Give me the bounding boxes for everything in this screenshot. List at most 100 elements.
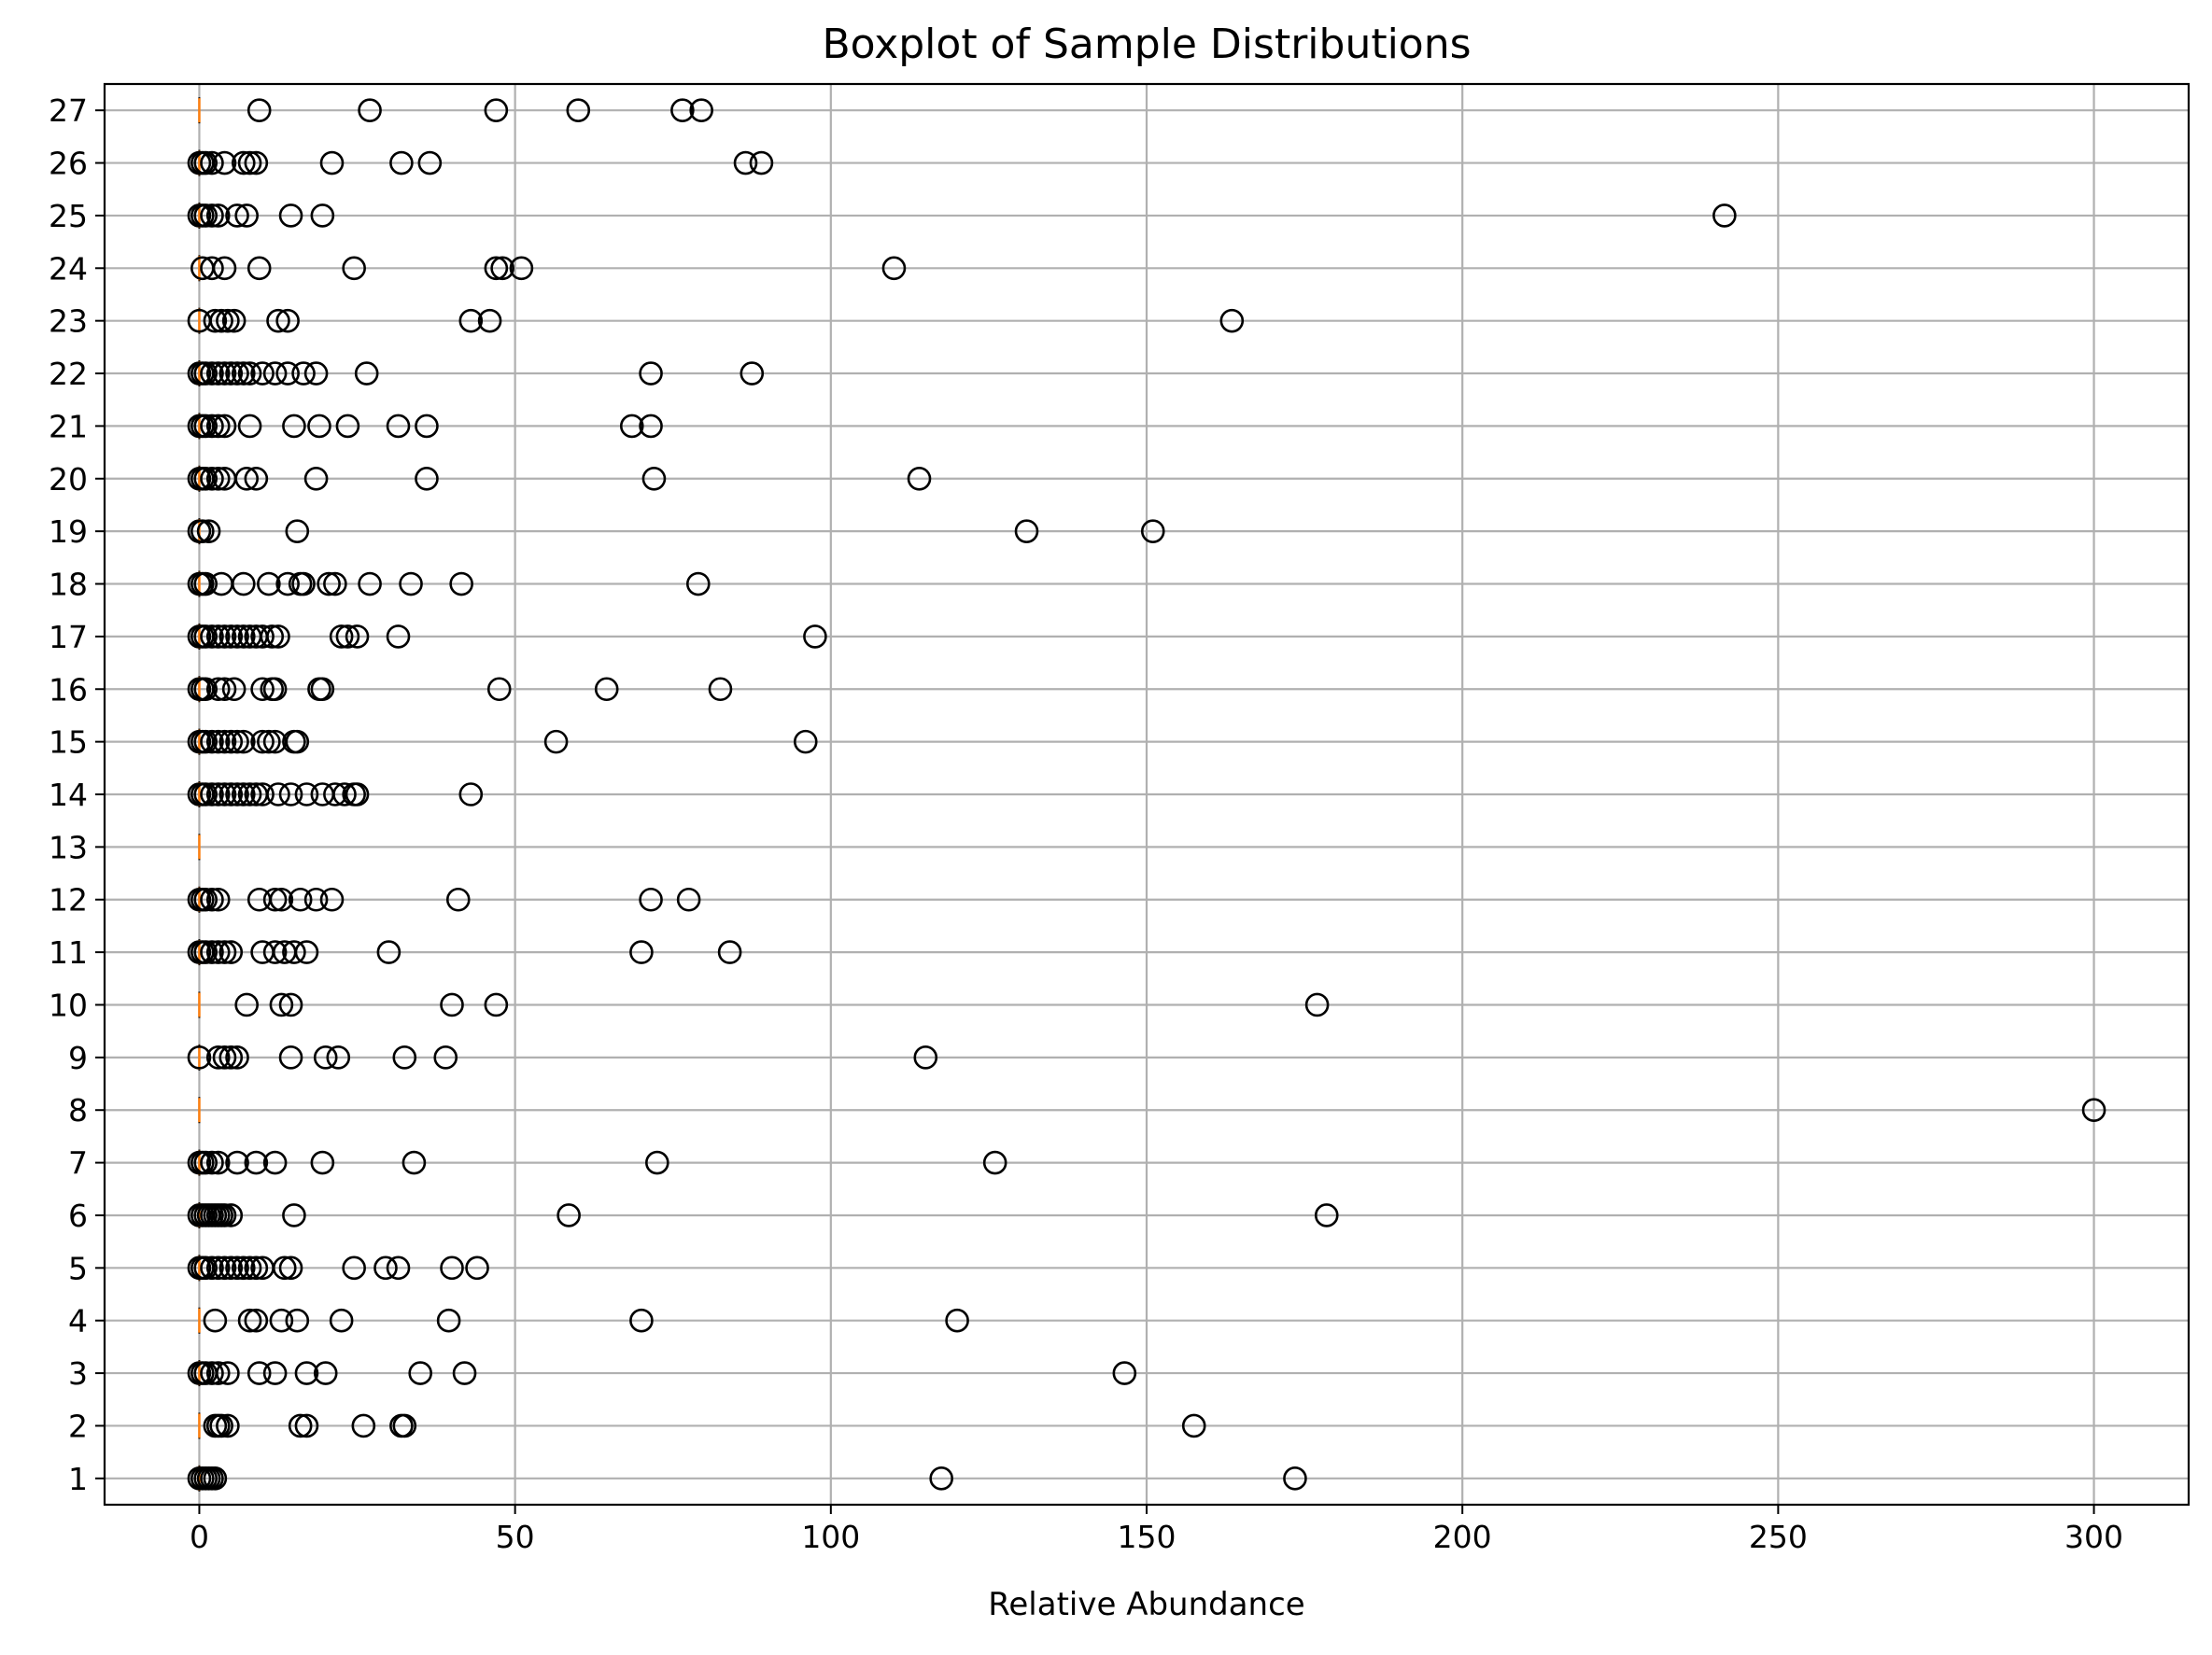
outlier-point [392,1045,417,1070]
outlier-point [294,1361,319,1385]
outlier-point [231,782,256,806]
outlier-point [218,1045,244,1070]
outlier-point [205,1361,231,1385]
outlier-point [645,1150,669,1175]
outlier-point [1014,519,1039,543]
outlier-point [733,150,758,175]
outlier-point [212,729,237,754]
outlier-point [982,1150,1007,1175]
outlier-point [200,414,224,439]
y-tick-label: 16 [49,671,88,708]
outlier-point [225,729,249,754]
x-tick-label: 100 [801,1519,860,1555]
outlier-point [193,887,218,912]
sample-24 [190,255,907,282]
outlier-point [354,361,379,386]
outlier-point [200,624,224,649]
outlier-point [275,308,300,333]
outlier-point [566,98,591,122]
outlier-point [244,1255,269,1281]
outlier-point [212,1203,237,1227]
y-tick-label: 5 [68,1250,88,1286]
outlier-point [209,1413,233,1438]
outlier-point [913,1045,938,1070]
sample-5 [187,1255,489,1282]
outlier-point [319,150,345,175]
outlier-point [237,1308,262,1333]
outlier-point [212,150,237,175]
y-tick-label: 11 [49,934,88,971]
outlier-point [285,729,310,754]
sample-22 [187,360,765,387]
outlier-point [543,729,569,754]
outlier-point [440,992,464,1017]
outlier-point [477,308,502,333]
outlier-point [216,308,240,333]
sample-11 [187,939,742,966]
outlier-point [358,98,382,122]
outlier-point [193,203,218,228]
outlier-point [399,571,423,596]
outlier-point [358,571,382,596]
outlier-point [231,624,256,649]
outlier-point [929,1466,953,1491]
outlier-point [449,571,473,596]
outlier-point [218,729,244,754]
outlier-point [205,1150,231,1175]
y-tick-label: 9 [68,1040,88,1076]
outlier-point [237,150,262,175]
x-tick-label: 150 [1118,1519,1176,1555]
outlier-point [881,256,907,281]
y-tick-label: 10 [49,987,88,1023]
outlier-point [436,1308,461,1333]
sample-20 [187,465,932,492]
outlier-point [200,940,224,964]
outlier-point [221,308,247,333]
outlier-point [269,992,294,1017]
outlier-point [231,729,256,754]
outlier-point [749,150,774,175]
outlier-point [294,782,319,806]
outlier-point [285,519,310,543]
outlier-point [193,677,218,702]
outlier-point [1181,1413,1206,1438]
outlier-point [205,677,231,702]
outlier-point [278,992,303,1017]
outlier-point [386,1255,411,1281]
outlier-point [205,729,231,754]
outlier-point [458,782,484,806]
sample-12 [187,886,701,913]
sample-14 [187,781,484,807]
outlier-point [266,782,290,806]
sample-18 [187,570,711,597]
sample-19 [187,518,1165,545]
outlier-point [193,414,218,439]
outlier-point [212,256,237,281]
outlier-point [417,150,443,175]
outlier-point [351,1413,376,1438]
outlier-point [205,782,231,806]
outlier-point [250,361,275,386]
outlier-point [303,361,329,386]
outlier-point [294,940,319,964]
outlier-point [303,466,329,491]
outlier-point [639,887,663,912]
outlier-point [216,1361,240,1385]
outlier-point [212,414,237,439]
y-tick-label: 8 [68,1092,88,1129]
sample-6 [187,1201,1339,1228]
outlier-point [225,1255,249,1281]
grid-lines [105,84,2189,1505]
outlier-point [1304,992,1330,1017]
sample-25 [187,202,1737,229]
outlier-point [260,624,285,649]
y-tick-label: 2 [68,1408,88,1444]
outlier-point [218,940,244,964]
outlier-point [619,414,644,439]
x-tick-label: 200 [1433,1519,1492,1555]
outlier-point [250,624,275,649]
outlier-point [237,361,262,386]
outlier-point [342,256,366,281]
outlier-point [203,308,228,333]
outlier-point [205,1045,231,1070]
